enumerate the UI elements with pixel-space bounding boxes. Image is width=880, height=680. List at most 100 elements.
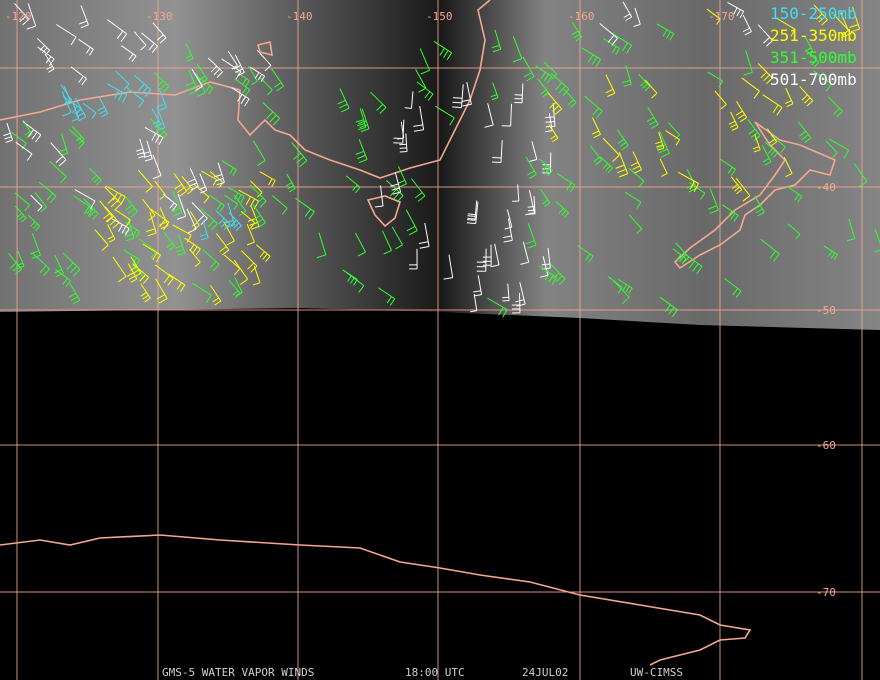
wind-barb: [682, 252, 703, 275]
wind-barb: [741, 77, 760, 99]
wind-barb: [140, 283, 151, 303]
wind-barb: [584, 95, 603, 119]
wind-barb: [411, 178, 426, 202]
wind-barb: [198, 173, 208, 194]
coastline: [0, 0, 491, 179]
wind-barb: [655, 131, 665, 151]
wind-barb: [677, 171, 700, 192]
wind-barb: [490, 243, 500, 268]
longitude-label: -150: [426, 10, 453, 23]
wind-barb: [249, 184, 267, 208]
wind-barb: [617, 129, 629, 151]
wind-barb: [753, 195, 765, 217]
wind-barb: [757, 24, 773, 47]
wind-barb: [487, 297, 508, 318]
wind-barb: [172, 224, 192, 243]
wind-barb: [316, 232, 327, 259]
wind-barb: [34, 192, 47, 213]
wind-barb: [622, 1, 633, 21]
wind-barb: [470, 293, 478, 313]
wind-barb: [233, 194, 247, 217]
wind-barb: [419, 48, 431, 75]
wind-barb: [461, 81, 472, 107]
footer-text: UW-CIMSS: [630, 666, 683, 679]
wind-barb: [111, 218, 130, 236]
wind-barb: [659, 296, 678, 318]
wind-barb: [345, 175, 361, 194]
wind-barb: [142, 243, 162, 263]
wind-barb: [764, 141, 778, 159]
wind-barb: [27, 214, 41, 232]
wind-barb: [512, 184, 520, 202]
wind-barb: [799, 86, 814, 107]
wind-barb: [73, 195, 94, 217]
wind-barb: [548, 124, 559, 143]
wind-barb: [404, 91, 414, 109]
wind-barb: [355, 108, 367, 131]
wind-barb: [540, 256, 549, 278]
wind-barb: [271, 68, 285, 92]
wind-barb: [150, 118, 168, 142]
wind-barb: [667, 121, 680, 140]
longitude-label: -130: [146, 10, 173, 23]
wind-barb: [74, 189, 96, 210]
wind-barb: [250, 66, 266, 82]
wind-barb: [512, 36, 523, 63]
wind-barb: [82, 102, 97, 119]
wind-barb: [55, 268, 71, 287]
wind-barb: [612, 279, 630, 305]
wind-barb: [370, 91, 387, 114]
wind-barb: [833, 14, 849, 37]
wind-barb: [228, 212, 242, 231]
wind-barb: [591, 117, 601, 139]
wind-barb: [199, 219, 209, 241]
wind-barb: [144, 126, 164, 145]
wind-barb: [825, 140, 838, 158]
wind-barb: [105, 185, 126, 205]
wind-barb: [234, 70, 250, 87]
wind-barb: [644, 79, 658, 99]
wind-barb: [435, 105, 455, 126]
wind-barb: [71, 125, 85, 145]
wind-barb: [78, 38, 94, 56]
cloud-imagery: [0, 0, 880, 330]
wind-barb: [14, 192, 30, 212]
wind-barb: [873, 228, 880, 253]
wind-barb: [688, 181, 706, 200]
wind-barb: [233, 54, 245, 77]
wind-barb: [418, 222, 430, 249]
wind-barb: [416, 81, 434, 101]
wind-barb: [142, 140, 153, 162]
wind-barb: [202, 249, 220, 272]
wind-barb: [176, 193, 187, 220]
wind-barb: [62, 252, 81, 277]
wind-barb: [511, 292, 521, 314]
wind-barb: [259, 76, 273, 96]
wind-barb: [628, 214, 643, 235]
longitude-label: -160: [568, 10, 595, 23]
wind-barb: [602, 137, 620, 162]
longitude-label: -120: [5, 10, 32, 23]
wind-barb: [138, 238, 157, 259]
wind-barb: [191, 282, 212, 304]
wind-barb: [30, 194, 43, 212]
wind-barb: [215, 232, 230, 256]
wind-barb: [659, 158, 668, 177]
wind-barb: [163, 231, 176, 251]
wind-barb: [115, 70, 130, 90]
wind-barb: [452, 84, 464, 109]
wind-barb: [813, 4, 828, 26]
wind-barb: [252, 140, 266, 166]
wind-barb: [719, 158, 737, 177]
wind-barb: [184, 237, 201, 256]
wind-barb: [762, 94, 783, 116]
wind-barb: [213, 162, 225, 186]
wind-barb: [358, 108, 370, 133]
wind-barb: [728, 111, 739, 131]
latitude-label: -70: [816, 586, 836, 599]
wind-barb: [374, 185, 384, 208]
wind-barb: [397, 166, 407, 188]
wind-barb: [272, 195, 288, 215]
wind-barb: [106, 83, 128, 103]
